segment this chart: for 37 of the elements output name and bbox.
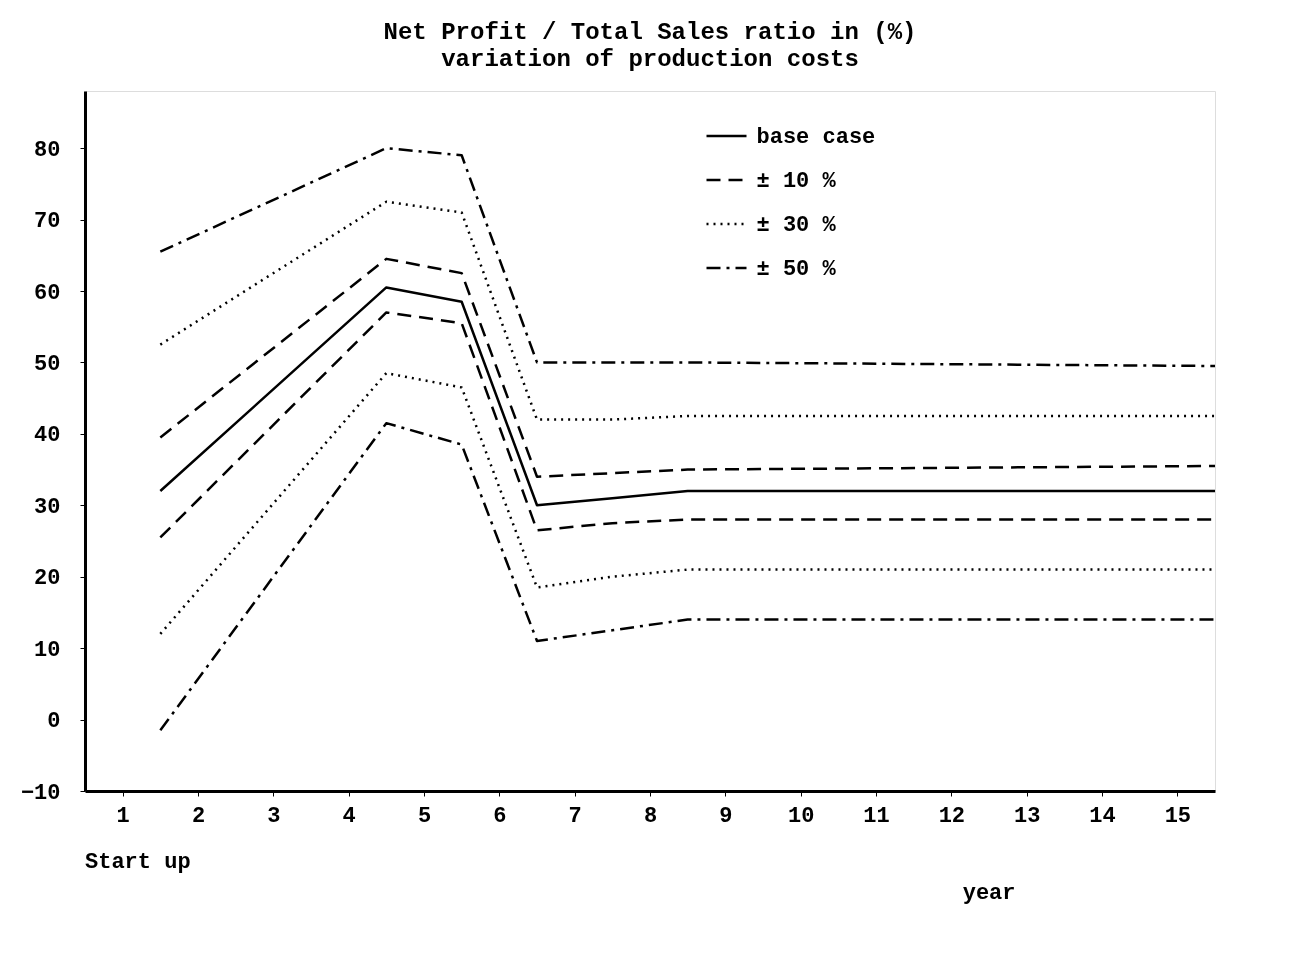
- legend-label: ± 10 %: [756, 169, 837, 194]
- y-tick-label: 60: [34, 280, 61, 306]
- chart-title: Net Profit / Total Sales ratio in (%): [383, 19, 917, 46]
- x-tick-label: 15: [1164, 803, 1192, 829]
- x-tick-label: 12: [938, 803, 966, 829]
- y-tick-label: 0: [47, 709, 61, 735]
- y-tick-label: 20: [34, 566, 61, 592]
- legend-label: ± 50 %: [756, 257, 837, 282]
- x-tick-label: 6: [493, 803, 507, 829]
- line-series: [159, 286, 1217, 507]
- y-tick-label: −10: [20, 780, 61, 806]
- legend-label: base case: [756, 125, 876, 150]
- x-tick-label: 9: [719, 803, 733, 829]
- y-tick-label: 80: [34, 137, 61, 163]
- chart-subtitle: variation of production costs: [441, 46, 859, 73]
- legend-label: ± 30 %: [756, 213, 837, 238]
- line-series: [159, 200, 1217, 421]
- x-tick-label: 13: [1013, 803, 1041, 829]
- x-tick-label: 4: [342, 803, 356, 829]
- y-tick-label: 70: [34, 209, 61, 235]
- x-tick-label: 14: [1089, 803, 1116, 829]
- x-tick-label: 2: [191, 803, 206, 829]
- x-axis-title: year: [962, 880, 1016, 906]
- line-series: [159, 257, 1217, 478]
- x-tick-label: 1: [116, 803, 130, 829]
- text: Start up: [85, 850, 191, 875]
- x-tick-label: 8: [643, 803, 658, 829]
- x-tick-label: 3: [267, 803, 281, 829]
- x-tick-label: 10: [787, 803, 815, 829]
- line-series: [159, 146, 1217, 368]
- y-tick-label: 40: [34, 423, 61, 449]
- x-tick-label: 11: [863, 803, 890, 829]
- y-tick-label: 10: [34, 637, 61, 663]
- x-tick-label: 7: [568, 803, 582, 829]
- y-tick-label: 50: [34, 351, 61, 377]
- x-tick-label: 5: [417, 803, 432, 829]
- y-tick-label: 30: [34, 494, 61, 520]
